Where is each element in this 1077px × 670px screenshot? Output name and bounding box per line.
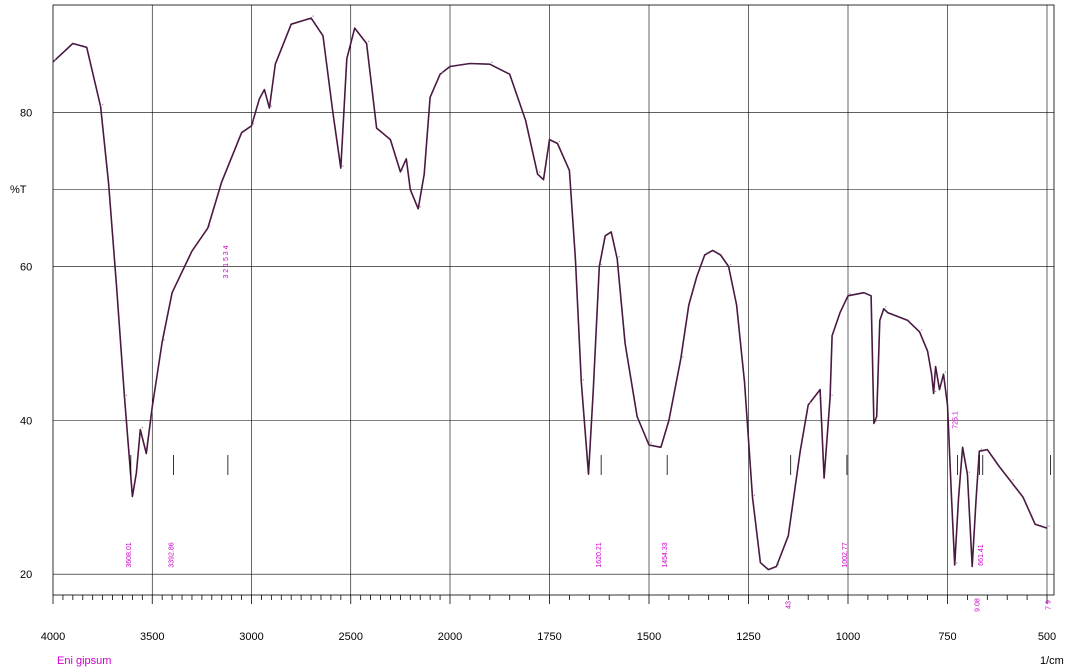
spectrum-noise-dot (682, 356, 684, 358)
grid-lines (53, 5, 1054, 595)
x-tick-label: 1750 (537, 631, 561, 643)
y-tick-label: 20 (20, 569, 32, 581)
y-axis-ticks: 80 60 40 20 (20, 108, 32, 582)
spectrum-noise-dot (600, 263, 602, 266)
x-tick-label: 2500 (339, 631, 363, 643)
y-tick-label: 80 (20, 108, 32, 120)
y-axis-title: %T (10, 184, 27, 196)
spectrum-noise-dot (1012, 479, 1014, 481)
x-tick-label: 1500 (637, 631, 661, 643)
spectrum-noise-dot (849, 293, 851, 295)
peak-label: 7 9 (1046, 600, 1053, 610)
spectrum-noise-dot (401, 169, 404, 171)
spectrum-noise-dot (650, 442, 652, 444)
x-axis-ticks: 4000 3500 3000 2500 2000 1750 1500 1250 1000 750 5… (41, 595, 1056, 643)
spectrum-noise-dot (777, 563, 780, 566)
x-tick-label: 3000 (239, 631, 263, 643)
peak-label: 3 2 1 5 3 4 (223, 245, 230, 278)
x-tick-label: 1000 (836, 631, 860, 643)
x-tick-label: 3500 (140, 631, 164, 643)
spectrum-noise-dot (558, 140, 561, 143)
spectrum-noise-dot (885, 306, 887, 308)
spectrum-noise-dot (441, 71, 443, 73)
spectrum-noise-dot (955, 562, 958, 564)
spectrum-noise-dot (875, 420, 877, 423)
spectrum-noise-dot (342, 165, 344, 167)
spectrum-noise-dot (831, 394, 833, 397)
spectrum-noise-dot (54, 59, 56, 61)
spectrum-noise-dot (706, 252, 708, 254)
peak-label: 3608.01 (126, 542, 133, 567)
spectrum-noise-dot (1048, 525, 1050, 527)
peak-label: 725.1 (952, 411, 959, 429)
peak-label: 43 (786, 601, 793, 609)
spectrum-noise-dot (312, 15, 314, 17)
x-tick-label: 1250 (736, 631, 760, 643)
series-layer (52, 15, 1050, 571)
x-tick-label: 2000 (438, 631, 462, 643)
spectrum-noise-dot (141, 426, 144, 429)
y-tick-label: 40 (20, 415, 32, 427)
spectrum-noise-dot (367, 40, 370, 43)
peak-label: 1620.21 (596, 542, 603, 567)
peak-label: 1002.77 (842, 542, 849, 567)
spectrum-noise-dot (980, 448, 983, 450)
x-axis-title: 1/cm (1040, 655, 1064, 667)
peak-label: 661.41 (978, 544, 985, 566)
spectrum-noise-dot (209, 225, 211, 227)
spectrum-noise-dot (729, 263, 732, 266)
spectrum-noise-dot (920, 329, 923, 331)
peak-label: 9.08 (974, 598, 981, 612)
spectrum-noise-dot (968, 471, 971, 473)
spectrum-noise-dot (582, 379, 585, 381)
peak-annotations: 3608.01 3392.86 1620.21 1454.33 1002.77 725.1… (126, 245, 1053, 611)
spectrum-noise-dot (944, 371, 947, 373)
plot-frame (52, 4, 1055, 596)
spectrum-noise-dot (163, 339, 165, 341)
spectrum-noise-dot (491, 61, 493, 63)
spectrum-noise-dot (538, 171, 541, 173)
spectrum-line (52, 17, 1048, 571)
spectrum-noise-dot (125, 394, 128, 397)
peak-label: 3392.86 (169, 542, 176, 567)
spectrum-noise-dot (252, 123, 255, 125)
spectrum-noise-dot (101, 103, 104, 106)
spectrum-noise-dot (753, 494, 756, 497)
x-tick-label: 750 (938, 631, 956, 643)
sample-name: Eni gipsum (57, 655, 111, 667)
spectrum-noise-dot (618, 256, 620, 258)
axis-frame (52, 4, 1055, 596)
y-tick-label: 60 (20, 262, 32, 274)
x-tick-label: 500 (1038, 631, 1056, 643)
spectrum-noise-dot (809, 402, 811, 404)
peak-label: 1454.33 (662, 542, 669, 567)
spectrum-noise-dot (270, 105, 273, 107)
spectrum-noise-dot (934, 390, 937, 393)
spectrum-noise-dot (419, 206, 421, 208)
x-tick-label: 4000 (41, 631, 65, 643)
